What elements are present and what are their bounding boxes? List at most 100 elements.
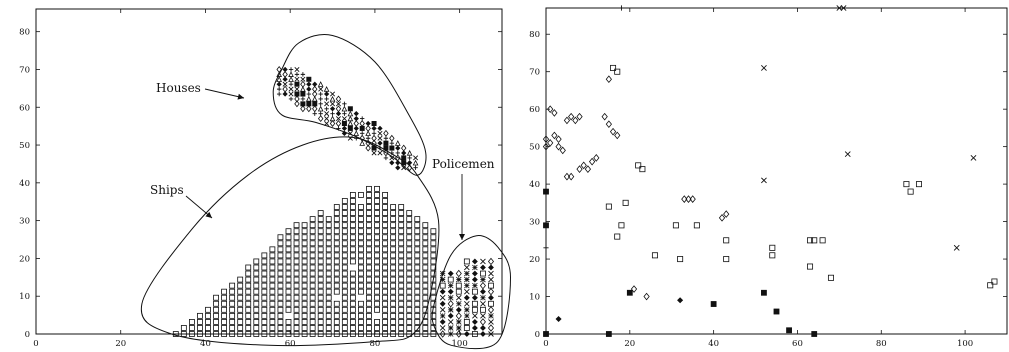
data-point: [488, 270, 494, 277]
data-point: [412, 159, 419, 166]
data-point: [347, 115, 354, 122]
data-point: [464, 307, 470, 313]
data-point: [807, 263, 814, 270]
data-point: [325, 234, 332, 241]
data-point: [366, 228, 372, 235]
data-point: [390, 319, 397, 325]
data-point: [390, 204, 397, 210]
data-point: [269, 270, 276, 277]
data-point: [605, 120, 612, 128]
data-point: [324, 106, 329, 111]
data-point: [422, 234, 429, 241]
data-point: [305, 95, 312, 102]
data-point: [349, 240, 356, 247]
data-point: [335, 116, 341, 122]
data-point: [635, 162, 642, 169]
data-point: [568, 112, 575, 121]
data-point: [349, 276, 356, 283]
right-scatter-panel: 0 20 40 60 80 100 0 10 20 30 40 50 60 70 80: [529, 5, 1008, 349]
data-point: [335, 111, 342, 117]
data-point: [317, 264, 324, 271]
data-point: [277, 264, 284, 271]
data-point: [622, 199, 629, 206]
data-point: [300, 86, 306, 92]
data-point: [329, 106, 336, 112]
data-point: [422, 276, 429, 283]
data-point: [398, 216, 405, 223]
data-point: [389, 140, 395, 146]
data-point: [406, 306, 413, 313]
x-tick-label: 100: [957, 339, 973, 349]
data-point: [464, 288, 470, 295]
data-point: [282, 81, 288, 87]
data-point: [309, 252, 316, 259]
data-point: [277, 258, 284, 265]
data-point: [430, 331, 437, 337]
data-point: [294, 72, 300, 77]
data-point: [349, 222, 356, 229]
data-point: [366, 306, 372, 313]
data-point: [366, 258, 372, 265]
data-point: [341, 331, 348, 337]
data-point: [383, 136, 389, 141]
data-point: [382, 282, 388, 289]
y-tick-label: 40: [19, 179, 30, 189]
data-point: [358, 258, 364, 265]
data-point: [398, 234, 405, 241]
data-point: [269, 282, 276, 289]
data-point: [487, 324, 494, 332]
data-point: [301, 234, 308, 241]
data-point: [422, 228, 429, 235]
data-point: [366, 185, 372, 192]
data-point: [406, 234, 413, 241]
data-point: [172, 331, 179, 337]
data-point: [358, 282, 364, 289]
data-point: [382, 319, 388, 325]
data-point: [406, 252, 413, 259]
data-point: [261, 264, 268, 271]
data-point: [414, 216, 421, 223]
data-point: [349, 325, 356, 331]
data-point: [335, 101, 341, 107]
data-point: [282, 91, 288, 97]
data-point: [472, 282, 478, 289]
data-point: [439, 294, 446, 301]
data-point: [953, 244, 960, 251]
data-point: [718, 214, 726, 222]
data-point: [253, 276, 260, 283]
data-point: [221, 294, 227, 301]
data-point: [811, 237, 818, 244]
data-point: [341, 125, 348, 132]
data-point: [293, 319, 300, 325]
data-point: [293, 222, 300, 229]
data-point: [358, 270, 364, 277]
data-point: [406, 300, 413, 307]
data-point: [390, 312, 397, 319]
data-point: [677, 297, 684, 304]
data-point: [366, 300, 372, 307]
data-point: [389, 160, 395, 166]
data-point: [406, 319, 413, 325]
data-point: [325, 319, 332, 325]
data-point: [555, 315, 562, 323]
data-point: [382, 198, 388, 204]
data-point: [245, 312, 252, 319]
data-point: [382, 246, 388, 253]
data-point: [347, 120, 354, 127]
data-point: [309, 264, 316, 271]
data-point: [371, 121, 377, 127]
data-point: [237, 288, 244, 295]
x-tick-label: 60: [285, 339, 296, 349]
data-point: [398, 331, 405, 337]
data-point: [390, 264, 397, 271]
data-point: [325, 300, 332, 307]
data-point: [329, 95, 336, 102]
y-tick-label: 40: [529, 180, 540, 190]
data-point: [317, 282, 324, 289]
data-point: [488, 282, 494, 289]
data-point: [366, 270, 372, 277]
data-point: [269, 288, 276, 295]
data-point: [395, 145, 401, 151]
data-point: [382, 288, 388, 295]
